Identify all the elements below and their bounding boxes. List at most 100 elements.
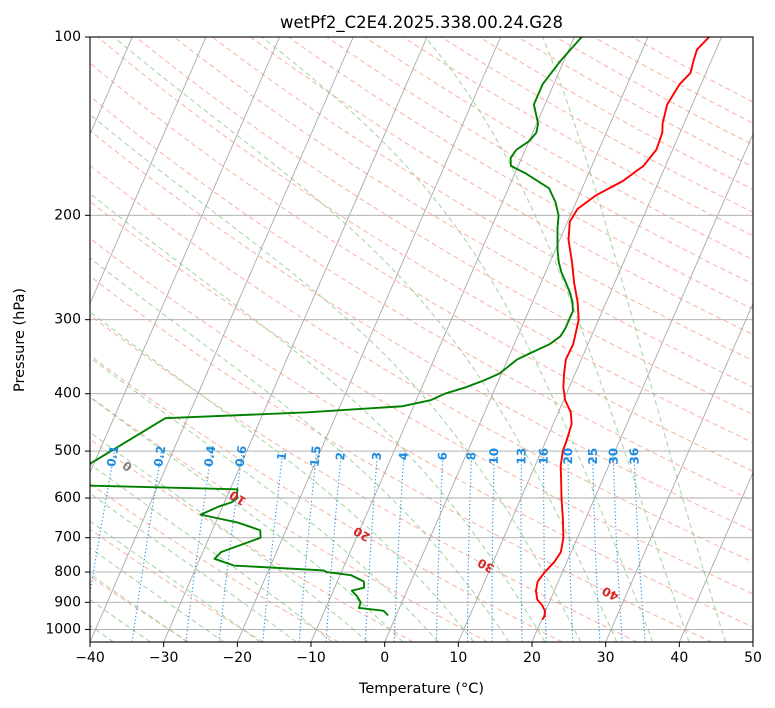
dry-adiabat-line	[135, 37, 753, 416]
mixing-ratio-label: 10	[487, 448, 501, 465]
moist-adiabat-line	[542, 37, 727, 642]
isotherm-line	[90, 37, 281, 474]
dry-adiabat-line	[90, 164, 753, 563]
mixing-ratio-label: 16	[537, 448, 551, 465]
isotherm-line	[384, 37, 649, 642]
mixing-ratio-label: 6	[435, 452, 449, 461]
y-tick-label: 500	[54, 443, 81, 459]
dry-adiabat-line	[555, 37, 753, 146]
isotherm-line	[310, 37, 575, 642]
dewpoint-profile-line	[90, 37, 583, 616]
dry-adiabat-line	[97, 37, 753, 444]
mixing-ratio-label: 25	[586, 448, 600, 465]
moist-adiabat-line	[90, 192, 546, 642]
dry-adiabat-line	[479, 37, 753, 191]
mixing-ratio-label: 20	[561, 448, 575, 465]
y-tick-label: 100	[54, 29, 81, 45]
dry-adiabat-line	[90, 95, 753, 502]
dry-adiabat-line	[90, 129, 753, 532]
moist-adiabat-line	[261, 37, 654, 642]
isotherm-line	[605, 302, 753, 642]
isotherm-line	[90, 37, 354, 642]
mixing-ratio-label: 8	[464, 452, 478, 461]
moist-adiabat-line	[424, 37, 690, 642]
x-tick-label: −30	[149, 650, 179, 666]
y-tick-label: 400	[54, 386, 81, 402]
mixing-ratio-line	[364, 451, 379, 642]
isotherm-line	[457, 37, 723, 642]
dry-adiabat-label: 40	[600, 584, 621, 604]
y-tick-label: 800	[54, 564, 81, 580]
isotherm-line	[163, 37, 428, 642]
moist-adiabat-line	[113, 37, 618, 642]
dry-adiabat-line	[90, 354, 563, 642]
isotherm-line	[678, 471, 753, 642]
isotherm-line	[531, 133, 753, 642]
y-tick-label: 900	[54, 594, 81, 610]
dry-adiabat-line	[90, 314, 638, 642]
x-tick-label: 20	[523, 650, 541, 666]
axes: −40 −30 −20 −10 0 10 20 30 40 5010020030040050060…	[45, 29, 762, 666]
mixing-ratio-label: 0.1	[104, 444, 122, 467]
y-tick-label: 200	[54, 207, 81, 223]
temperature-profile-line	[534, 37, 711, 620]
isotherms	[90, 37, 753, 642]
plot-frame	[89, 36, 754, 643]
mixing-ratio-label: 2	[333, 451, 348, 461]
y-axis-title: Pressure (hPa)	[12, 288, 28, 392]
mixing-ratio-line	[435, 451, 444, 642]
mixing-ratio-lines	[90, 451, 646, 642]
mixing-ratio-label: 0.2	[151, 445, 168, 468]
mixing-ratio-line	[543, 451, 547, 642]
moist-adiabat-line	[90, 311, 475, 642]
x-tick-label: 40	[670, 650, 688, 666]
x-tick-label: 50	[744, 650, 762, 666]
plot-area: 0.1 0.2 0.4 0.6 1 1.5 2 3 4 6 8 10 13 16 20 25 30 3601020…	[90, 37, 753, 642]
y-tick-label: 1000	[45, 621, 81, 637]
pressure-gridlines	[90, 37, 753, 630]
y-tick-label: 300	[54, 312, 81, 328]
y-tick-label: 700	[54, 530, 81, 546]
moist-adiabat-line	[90, 520, 261, 642]
x-tick-label: −10	[296, 650, 326, 666]
moist-adiabat-line	[90, 396, 404, 642]
mixing-ratio-line	[633, 451, 646, 642]
mixing-ratio-label: 30	[606, 448, 620, 465]
mixing-ratio-label: 1.5	[308, 445, 324, 468]
isotherm-line	[90, 37, 207, 305]
x-axis-title: Temperature (°C)	[358, 681, 484, 697]
dry-adiabat-line	[250, 37, 753, 336]
mixing-ratio-label: 13	[514, 448, 528, 465]
mixing-ratio-label: 4	[396, 452, 411, 461]
x-tick-label: 30	[597, 650, 615, 666]
mixing-ratio-label: 1	[274, 451, 289, 461]
chart-title: wetPf2_C2E4.2025.338.00.24.G28	[280, 13, 563, 33]
dry-adiabat-line	[402, 37, 753, 237]
dry-adiabat-label: 30	[475, 555, 496, 575]
moist-adiabats	[90, 37, 727, 642]
dry-adiabats	[90, 37, 753, 642]
mixing-ratio-line	[567, 451, 574, 642]
dry-adiabat-line	[90, 275, 712, 642]
dry-adiabat-line	[211, 37, 753, 362]
mixing-ratio-line	[612, 451, 623, 642]
moist-adiabat-line	[90, 492, 297, 642]
mixing-ratio-line	[466, 451, 473, 642]
x-tick-label: 10	[449, 650, 467, 666]
mixing-ratio-label: 36	[627, 448, 642, 465]
dry-adiabat-line	[90, 200, 753, 595]
mixing-ratio-line	[325, 451, 342, 642]
mixing-ratio-line	[393, 451, 405, 642]
isotherm-line	[236, 37, 502, 642]
x-tick-label: −40	[75, 650, 105, 666]
mixing-ratio-line	[592, 451, 601, 642]
mixing-ratio-label: 3	[370, 451, 385, 460]
y-tick-label: 600	[54, 490, 81, 506]
dry-adiabat-line	[326, 37, 753, 285]
mixing-ratio-line	[491, 451, 495, 642]
mixing-ratio-label: 0.6	[233, 445, 250, 468]
x-tick-label: 0	[380, 650, 389, 666]
x-tick-label: −20	[223, 650, 253, 666]
